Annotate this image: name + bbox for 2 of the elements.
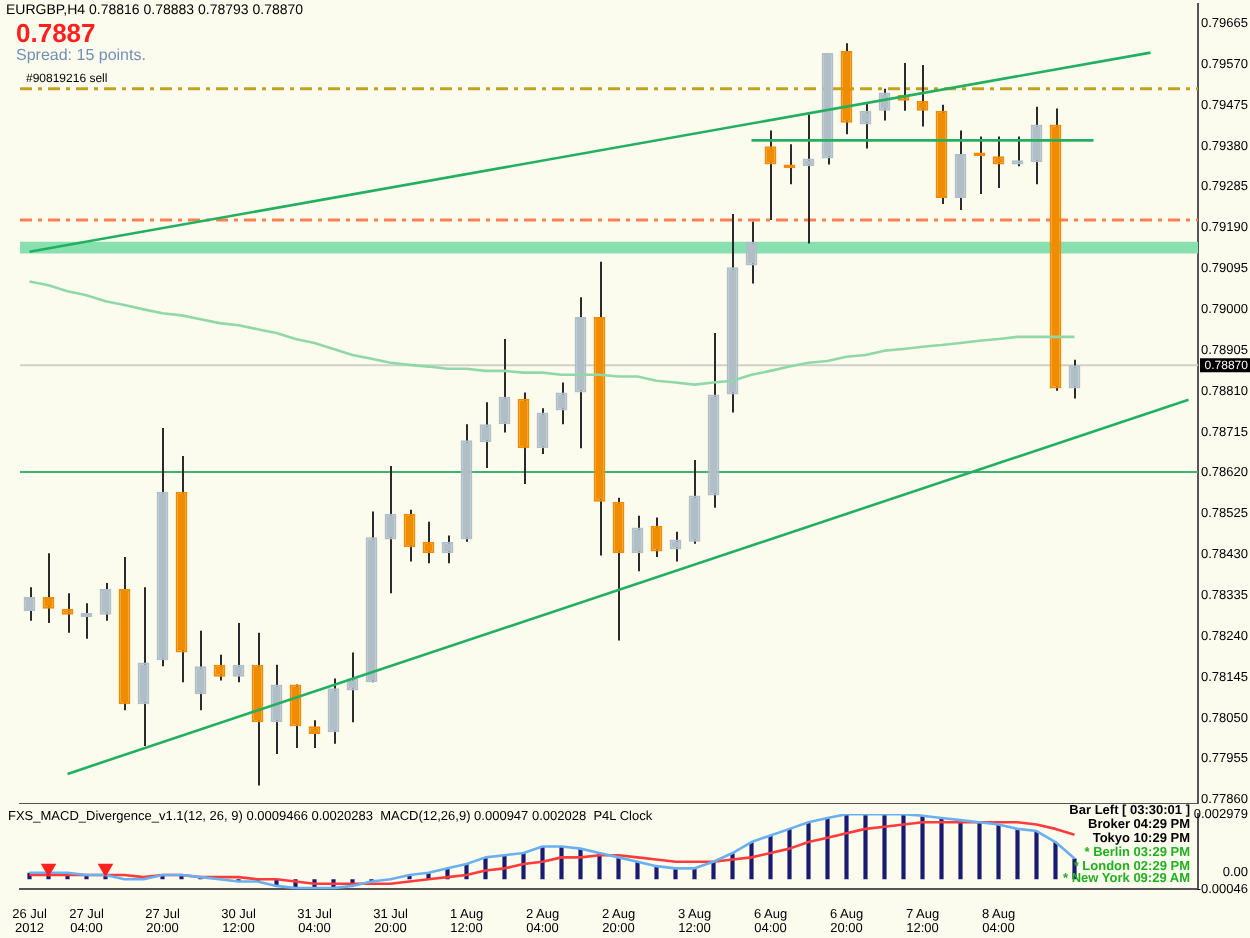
annotation: Spread: 15 points. [16,46,146,64]
text: 0.7887 [16,18,96,48]
